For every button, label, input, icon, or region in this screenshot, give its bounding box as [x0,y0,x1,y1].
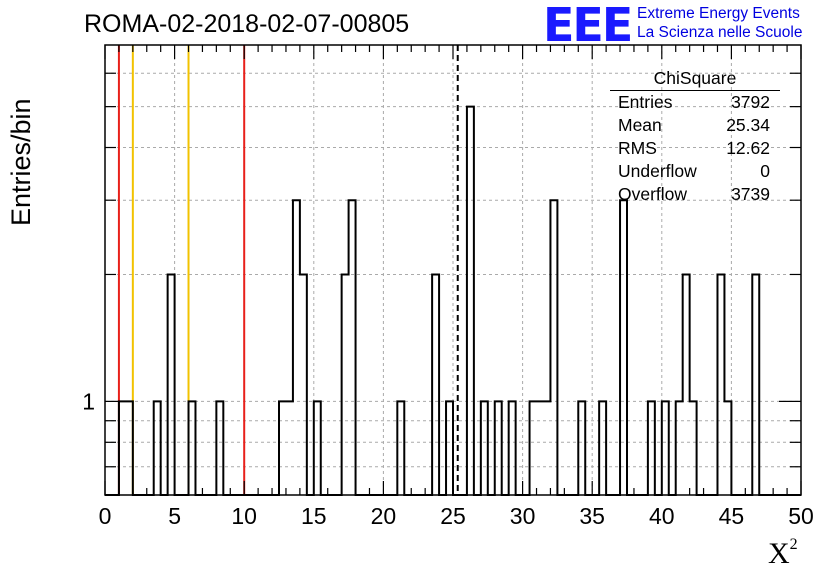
stats-row-rms: RMS 12.62 [610,137,780,160]
x-tick-label: 10 [231,503,257,529]
logo-line-2: La Scienza nelle Scuole [637,24,803,41]
stats-divider [610,90,780,91]
stats-box: ChiSquare Entries 3792 Mean 25.34 RMS 12… [610,66,780,206]
histogram-bin [648,401,655,495]
histogram-bin [481,401,488,495]
x-tick-label: 50 [788,503,814,529]
x-tick-label: 0 [99,503,112,529]
stats-value: 25.34 [726,115,770,135]
histogram-bin [530,401,537,495]
x-tick-label: 35 [579,503,605,529]
histogram-bin [620,200,627,495]
histogram-bin [119,401,126,495]
stats-label: Overflow [618,184,688,204]
histogram-bin [293,200,300,495]
histogram-bin [550,200,557,495]
histogram-bin [397,401,404,495]
logo-line-1: Extreme Energy Events [637,5,800,22]
histogram-bin [537,401,544,495]
histogram-bin [286,401,293,495]
y-axis-label: Entries/bin [6,98,36,226]
x-tick-label: 15 [301,503,327,529]
histogram-bin [690,401,697,495]
stats-row-underflow: Underflow 0 [610,160,780,183]
stats-row-mean: Mean 25.34 [610,114,780,137]
x-axis-label-base: X [768,537,790,570]
x-tick-label: 40 [649,503,675,529]
histogram-bin [349,200,356,495]
y-tick-label: 1 [82,388,95,414]
histogram-bin [216,401,223,495]
histogram-bin [543,401,550,495]
histogram-bin [495,401,502,495]
histogram-bin [342,274,349,495]
histogram-bin [599,401,606,495]
stats-row-entries: Entries 3792 [610,91,780,114]
chart-title: ROMA-02-2018-02-07-00805 [84,10,410,38]
histogram-bin [126,401,133,495]
stats-value: 12.62 [726,138,770,158]
x-axis-label: X2 [768,536,798,571]
histogram-bin [446,401,453,495]
histogram-bin [578,401,585,495]
histogram-bin [300,274,307,495]
histogram-bin [168,274,175,495]
stats-label: RMS [618,138,657,158]
stats-value: 3792 [731,92,770,112]
histogram-bin [752,274,759,495]
x-tick-label: 20 [371,503,397,529]
x-tick-label: 30 [510,503,536,529]
x-tick-label: 45 [719,503,745,529]
stats-label: Underflow [618,161,697,181]
stats-row-overflow: Overflow 3739 [610,183,780,206]
x-axis-label-superscript: 2 [789,536,798,553]
histogram-bin [154,401,161,495]
histogram-bin [724,401,731,495]
stats-value: 3739 [731,184,770,204]
x-tick-label: 25 [440,503,466,529]
histogram-bin [683,274,690,495]
histogram-outline [105,105,801,496]
histogram-bin [279,401,286,495]
histogram-bin [662,401,669,495]
histogram-bin [314,401,321,495]
histogram-bin [717,274,724,495]
stats-value: 0 [760,161,770,181]
histogram-bin [676,401,683,495]
stats-title: ChiSquare [653,68,737,88]
stats-label: Mean [618,115,662,135]
histogram-bin [467,107,474,495]
histogram-bin [189,401,196,495]
stats-label: Entries [618,92,673,112]
histogram-bin [509,401,516,495]
x-tick-label: 5 [168,503,181,529]
eee-logo: EEE [543,0,633,52]
histogram-bin [432,274,439,495]
